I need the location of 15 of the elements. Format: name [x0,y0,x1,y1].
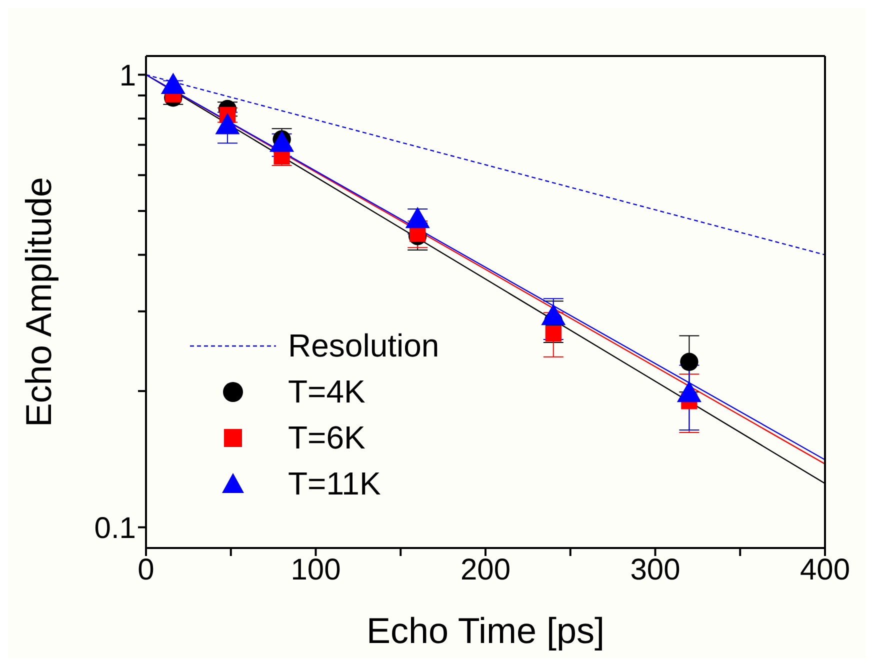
y-axis-title: Echo Amplitude [18,176,59,428]
legend-label: T=6K [288,420,366,456]
x-tick-label: 100 [290,553,341,586]
legend-label: T=4K [288,374,366,410]
y-tick-label: 1 [119,59,136,92]
x-tick-label: 200 [460,553,511,586]
x-tick-label: 300 [630,553,680,586]
legend-label: T=11K [288,466,381,502]
x-tick-label: 0 [138,553,154,586]
x-axis-title: Echo Time [ps] [366,610,605,651]
point [545,325,562,342]
point [680,352,698,371]
x-tick-label: 400 [800,553,850,586]
legend-label: Resolution [288,328,440,364]
y-tick-label: 0.1 [94,512,136,545]
